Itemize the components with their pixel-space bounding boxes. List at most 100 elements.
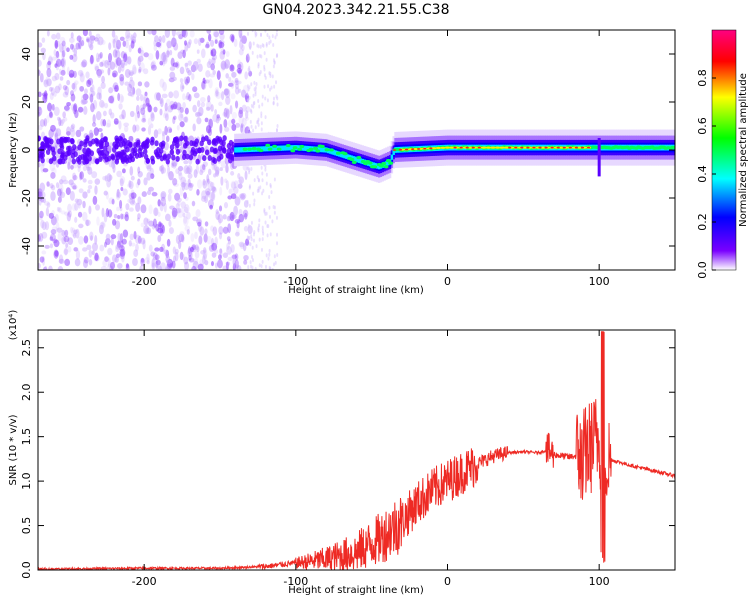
- spectrogram-noise-dot: [230, 80, 235, 89]
- spectrogram-noise-dot: [61, 50, 65, 61]
- spectrogram-noise-dot: [112, 49, 118, 58]
- spectrogram-noise-dot: [70, 127, 76, 138]
- spectrogram-noise-dot: [74, 109, 79, 119]
- spectrogram-noise-dot: [83, 235, 89, 244]
- spectrogram-core: [349, 157, 355, 162]
- spectrogram-noise-dot: [232, 256, 236, 267]
- spectrogram-noise-dot: [96, 57, 100, 63]
- spectrogram-noise-dot: [192, 216, 199, 222]
- spectrogram-noise-dot: [147, 125, 152, 135]
- spectrogram-noise-dot: [42, 256, 46, 266]
- spectrogram-noise-dot: [231, 112, 238, 119]
- spectrogram-noise-dot: [172, 255, 177, 263]
- spectrogram-noise-dot: [253, 202, 256, 207]
- spectrogram-noise-dot: [104, 175, 108, 182]
- spectrogram-noise-dot: [108, 61, 112, 72]
- x-tick-label: -200: [132, 275, 157, 288]
- y-tick-label: 20: [20, 95, 33, 109]
- spectrogram-noise-dot: [186, 41, 191, 49]
- spectrogram-noise-dot: [119, 206, 123, 212]
- spectrogram-noise-dot: [38, 215, 43, 221]
- spectrogram-noise-dot: [211, 242, 218, 251]
- spectrogram-noise-dot: [61, 44, 67, 52]
- spectrogram-band-cell: [332, 149, 335, 155]
- spectrogram-noise-dot: [100, 265, 107, 270]
- spectrogram-core: [272, 144, 277, 148]
- spectrogram-noise-dot: [182, 49, 186, 59]
- spectrogram-noise-dot: [69, 73, 74, 78]
- spectrogram-noise-dot: [226, 108, 230, 119]
- spectrogram-noise-dot: [183, 76, 189, 85]
- spectrogram-noise-dot: [224, 107, 230, 115]
- spectrogram-noise-dot: [249, 119, 252, 124]
- spectrogram-noise-dot: [171, 210, 177, 220]
- spectrogram-noise-dot: [216, 116, 222, 121]
- spectrogram-noise-dot: [112, 72, 117, 78]
- spectrogram-noise-dot: [72, 104, 77, 115]
- spectrogram-noise-dot: [113, 213, 118, 219]
- spectrogram-noise-dot: [121, 255, 125, 263]
- spectrogram-noise-dot: [122, 188, 128, 196]
- spectrogram-noise-dot: [128, 180, 134, 190]
- spectrogram-noise-dot: [126, 32, 132, 38]
- spectrogram-noise-dot: [257, 186, 260, 191]
- spectrogram-noise-dot: [206, 30, 211, 34]
- spectrogram-noise-dot: [87, 77, 94, 86]
- spectrogram-noise-dot: [58, 207, 62, 213]
- spectrogram-noise-dot: [73, 232, 77, 239]
- spectrogram-peak: [514, 146, 518, 149]
- y-tick-label: 0.5: [20, 517, 33, 535]
- spectrogram-peak: [504, 146, 510, 149]
- spectrogram-noise-dot: [45, 207, 50, 217]
- spectrogram-noise-dot: [235, 80, 242, 85]
- spectrogram-noise-dot: [239, 32, 243, 42]
- spectrogram-noise-dot: [165, 135, 170, 143]
- spectrogram-noise-dot: [207, 139, 212, 146]
- spectrogram-noise-dot: [216, 70, 221, 81]
- spectrogram-noise-dot: [135, 202, 141, 213]
- spectrogram-noise-dot: [54, 72, 60, 81]
- spectrogram-noise-dot: [230, 243, 235, 253]
- spectrogram-noise-dot: [215, 211, 220, 220]
- spectrogram-noise-dot: [264, 164, 267, 169]
- spectrogram-noise-dot: [225, 261, 229, 270]
- spectrogram-noise-dot: [152, 218, 157, 228]
- spectrogram-noise-dot: [39, 210, 44, 219]
- spectrogram-noise-dot: [71, 158, 77, 165]
- spectrogram-band-cell: [347, 154, 350, 160]
- spectrogram-noise-dot: [226, 152, 231, 159]
- spectrogram-noise-dot: [95, 110, 102, 121]
- spectrogram-noise-dot: [175, 155, 180, 162]
- spectrogram-noise-dot: [98, 156, 103, 163]
- spectrogram-noise-dot: [65, 131, 71, 136]
- spectrogram-noise-dot: [120, 59, 125, 69]
- spectrogram-noise-dot: [219, 32, 225, 41]
- spectrogram-noise-dot: [268, 35, 271, 40]
- spectrogram-noise-dot: [226, 236, 231, 242]
- spectrogram-noise-dot: [219, 248, 223, 254]
- spectrogram-noise-dot: [125, 30, 131, 39]
- spectrogram-core: [388, 161, 394, 165]
- spectrogram-peak: [440, 146, 446, 149]
- spectrogram-noise-dot: [79, 126, 85, 132]
- spectrogram-noise-dot: [70, 124, 75, 133]
- spectrogram-core: [247, 147, 252, 151]
- spectrogram-noise-dot: [72, 81, 78, 92]
- spectrogram-noise-dot: [38, 199, 42, 206]
- spectrogram-noise-dot: [146, 260, 150, 265]
- spectrogram-noise-dot: [257, 177, 260, 182]
- spectrogram-noise-dot: [73, 229, 78, 235]
- spectrogram-noise-dot: [276, 102, 279, 107]
- spectrogram-band-cell: [385, 161, 388, 167]
- spectrogram-noise-dot: [144, 227, 150, 234]
- spectrogram-band-cell: [237, 147, 241, 153]
- spectrogram-noise-dot: [186, 91, 191, 101]
- spectrogram-noise-dot: [183, 192, 187, 199]
- spectrogram-noise-dot: [89, 43, 94, 51]
- spectrogram-noise-dot: [76, 35, 82, 42]
- colorbar-tick-label: 0.0: [696, 261, 709, 279]
- spectrogram-noise-dot: [94, 37, 99, 42]
- spectrogram-core: [367, 161, 373, 165]
- spectrogram-noise-dot: [248, 68, 251, 73]
- spectrogram-noise-dot: [46, 115, 50, 123]
